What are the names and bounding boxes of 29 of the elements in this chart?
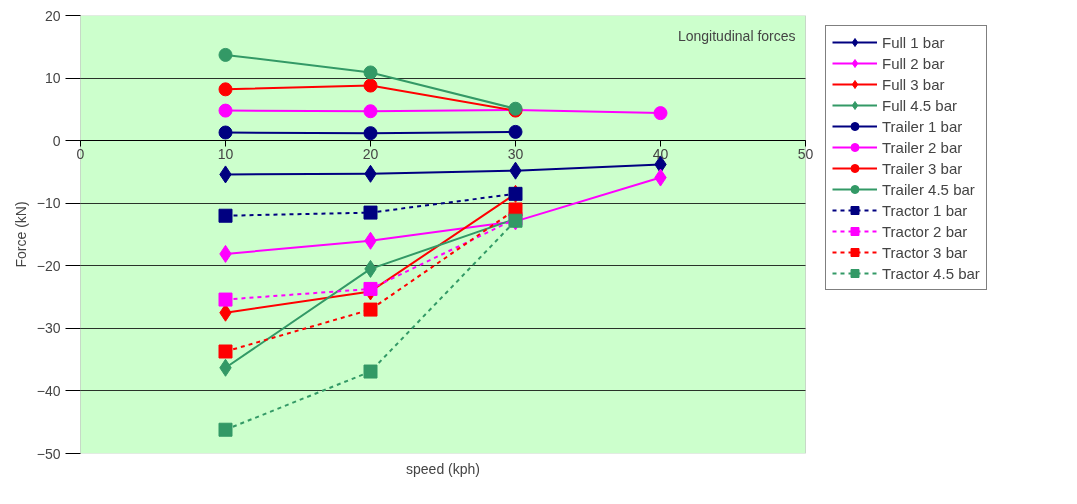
legend-label: Tractor 2 bar — [882, 221, 968, 241]
legend-label: Trailer 4.5 bar — [882, 179, 975, 199]
y-axis-title: Force (kN) — [12, 201, 29, 268]
y-tick-label: −40 — [36, 382, 61, 399]
annotation: Longitudinal forces — [677, 27, 796, 44]
x-axis-title: speed (kph) — [406, 460, 480, 477]
legend-label: Trailer 1 bar — [882, 116, 963, 136]
y-tick-label: −50 — [36, 445, 61, 462]
legend-label: Tractor 1 bar — [882, 200, 968, 220]
legend-label: Trailer 2 bar — [882, 137, 963, 157]
legend-label: Full 1 bar — [882, 32, 945, 52]
y-tick-label: −20 — [36, 257, 61, 274]
x-tick-label: 50 — [797, 145, 814, 162]
x-tick-label: 30 — [507, 145, 524, 162]
x-tick-label: 0 — [76, 145, 85, 162]
y-tick-label: 20 — [44, 7, 61, 24]
x-tick-label: 20 — [362, 145, 379, 162]
y-tick-label: 10 — [44, 70, 61, 87]
x-tick-label: 40 — [652, 145, 669, 162]
legend-label: Full 4.5 bar — [882, 95, 958, 115]
legend-label: Trailer 3 bar — [882, 158, 963, 178]
x-tick-label: 10 — [217, 145, 234, 162]
legend-label: Tractor 3 bar — [882, 242, 968, 262]
legend-label: Tractor 4.5 bar — [882, 263, 980, 283]
legend-label: Full 3 bar — [882, 74, 945, 94]
y-tick-label: 0 — [52, 132, 61, 149]
legend-label: Full 2 bar — [882, 53, 945, 73]
y-tick-label: −30 — [36, 320, 61, 337]
y-tick-label: −10 — [36, 195, 61, 212]
